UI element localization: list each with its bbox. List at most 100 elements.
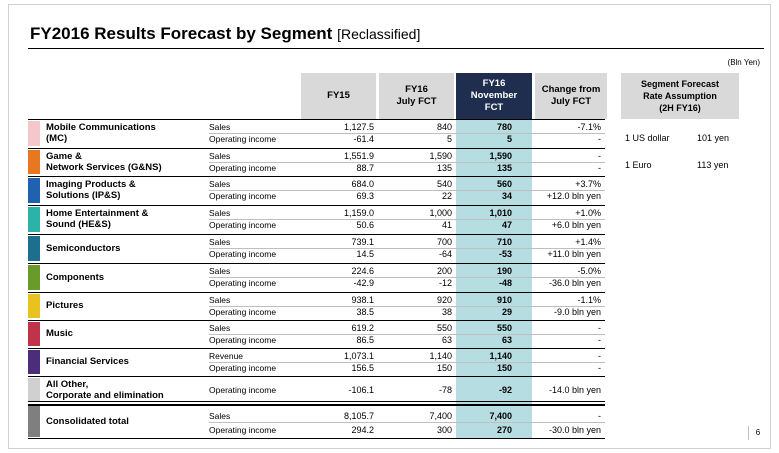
value-change: +1.0% (575, 208, 601, 218)
segment-name: Consolidated total (46, 415, 129, 427)
value-fy15: 14.5 (356, 249, 374, 259)
value-fy15: -42.9 (353, 278, 374, 288)
value-nov: 34 (501, 191, 512, 201)
value-nov: 1,590 (489, 151, 512, 161)
row-divider (209, 277, 605, 278)
table-double-rule (28, 401, 605, 402)
col-header-fy15-text: FY15 (327, 90, 350, 101)
value-fy15: 1,159.0 (343, 208, 374, 218)
value-july: 300 (436, 425, 452, 435)
segment-color-swatch (28, 322, 40, 346)
value-nov: 190 (496, 266, 512, 276)
row-label: Sales (209, 179, 231, 189)
value-july: 550 (436, 323, 452, 333)
value-nov: -48 (498, 278, 512, 288)
value-july: -78 (438, 385, 452, 395)
value-july: 41 (441, 220, 452, 230)
rate-box-header-text: Segment Forecast Rate Assumption (2H FY1… (640, 79, 720, 113)
row-label: Sales (209, 323, 231, 333)
segment-divider (28, 263, 605, 264)
value-fy15: 1,127.5 (343, 122, 374, 132)
rate-value-eur: 113 yen (697, 160, 729, 170)
value-july: -12 (438, 278, 452, 288)
row-label: Operating income (209, 191, 277, 201)
value-nov: 780 (496, 122, 512, 132)
row-divider (209, 422, 605, 423)
value-nov: 270 (496, 425, 512, 435)
value-change: -30.0 bln yen (548, 425, 601, 435)
row-divider (209, 362, 605, 363)
value-change: - (598, 335, 601, 345)
value-nov: -53 (498, 249, 512, 259)
col-header-fy16-july-text: FY16 July FCT (396, 84, 437, 107)
value-change: +12.0 bln yen (546, 191, 601, 201)
value-fy15: 1,551.9 (343, 151, 374, 161)
value-nov: -92 (498, 385, 512, 395)
segment-color-swatch (28, 265, 40, 290)
segment-color-swatch (28, 294, 40, 318)
row-label: Operating income (209, 307, 277, 317)
value-july: 38 (441, 307, 452, 317)
col-header-change: Change from July FCT (535, 73, 607, 119)
row-label: Operating income (209, 335, 277, 345)
unit-label: (Bln Yen) (727, 58, 760, 67)
value-july: 135 (436, 163, 452, 173)
value-july: 1,000 (429, 208, 452, 218)
value-change: - (598, 351, 601, 361)
segment-color-swatch (28, 207, 40, 232)
value-fy15: 224.6 (351, 266, 374, 276)
slide-border-top (8, 4, 771, 5)
value-nov: 1,010 (489, 208, 512, 218)
value-change: +11.0 bln yen (547, 249, 601, 259)
col-header-fy16-july: FY16 July FCT (379, 73, 454, 119)
value-nov: 29 (501, 307, 512, 317)
page-title: FY2016 Results Forecast by Segment [Recl… (30, 24, 420, 44)
row-label: Operating income (209, 278, 277, 288)
segment-name: Mobile Communications (MC) (46, 122, 156, 144)
slide-border-right (770, 4, 771, 449)
value-july: 700 (436, 237, 452, 247)
row-label: Operating income (209, 363, 277, 373)
title-main: FY2016 Results Forecast by Segment (30, 24, 333, 43)
value-nov: 150 (496, 363, 512, 373)
value-fy15: 619.2 (351, 323, 374, 333)
value-fy15: 684.0 (351, 179, 374, 189)
row-label: Revenue (209, 351, 244, 361)
segment-name: Financial Services (46, 356, 129, 367)
value-change: -7.1% (577, 122, 601, 132)
value-july: 22 (441, 191, 452, 201)
segment-name: Game & Network Services (G&NS) (46, 151, 162, 173)
segment-divider (28, 234, 605, 235)
segment-name: Home Entertainment & Sound (HE&S) (46, 208, 149, 230)
segment-name: Pictures (46, 300, 84, 311)
segment-name: All Other, Corporate and elimination (46, 379, 164, 401)
value-july: 150 (436, 363, 452, 373)
rate-currency-eur: 1 Euro (625, 160, 652, 170)
value-change: - (598, 163, 601, 173)
col-header-fy16-nov-text: FY16 November FCT (470, 78, 518, 113)
row-divider (209, 190, 605, 191)
segment-divider (28, 348, 605, 349)
row-label: Sales (209, 122, 231, 132)
value-fy15: 938.1 (351, 295, 374, 305)
value-change: +6.0 bln yen (551, 220, 601, 230)
row-label: Operating income (209, 249, 277, 259)
table-bottom-rule (28, 438, 605, 439)
value-nov: 63 (501, 335, 512, 345)
rate-value-usd: 101 yen (697, 133, 730, 143)
title-rule (28, 48, 764, 49)
value-july: 63 (441, 335, 452, 345)
value-fy15: 294.2 (351, 425, 374, 435)
nov-column-highlight (456, 120, 532, 438)
value-fy15: 38.5 (356, 307, 374, 317)
value-fy15: 88.7 (356, 163, 374, 173)
segment-divider (28, 376, 605, 377)
row-divider (209, 133, 605, 134)
col-header-fy15: FY15 (301, 73, 376, 119)
value-july: 1,590 (429, 151, 452, 161)
slide-border-left (8, 4, 9, 449)
value-fy15: 86.5 (356, 335, 374, 345)
row-label: Sales (209, 208, 231, 218)
value-nov: 910 (496, 295, 512, 305)
